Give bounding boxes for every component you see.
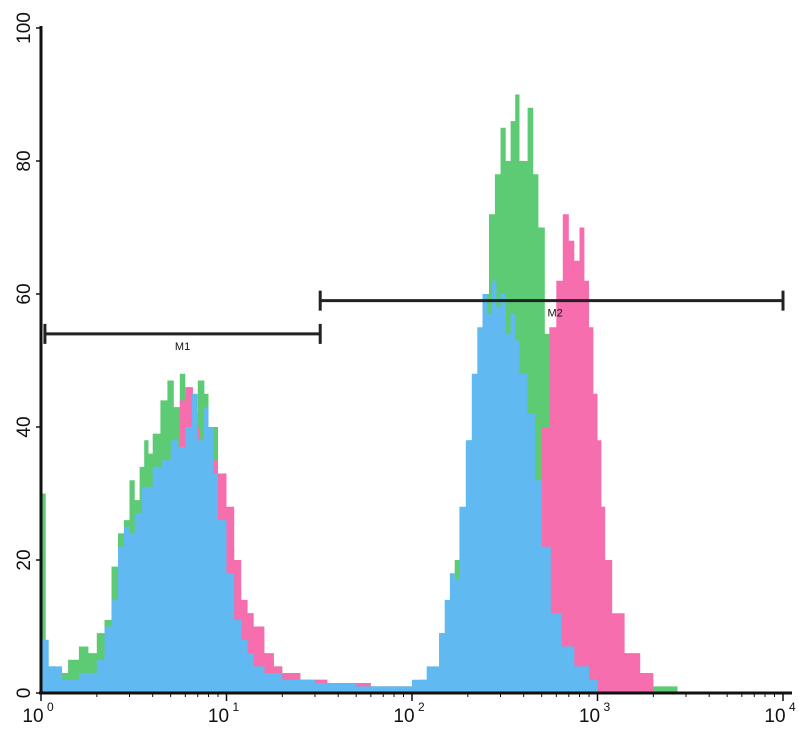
axis-layer bbox=[39, 26, 792, 695]
y-tick-label: 40 bbox=[14, 416, 35, 437]
x-tick-label: 10 bbox=[393, 706, 414, 727]
y-tick-label: 100 bbox=[14, 12, 35, 44]
x-tick-label: 10 bbox=[764, 706, 785, 727]
x-tick-exponent: 2 bbox=[418, 700, 425, 714]
y-tick-label: 20 bbox=[14, 549, 35, 570]
marker-label: M2 bbox=[547, 308, 562, 320]
x-tick-label: 10 bbox=[208, 706, 229, 727]
y-tick-label: 0 bbox=[14, 688, 35, 699]
series-3-area bbox=[41, 280, 598, 693]
series-layer bbox=[41, 94, 678, 693]
x-tick-label: 10 bbox=[579, 706, 600, 727]
x-tick-exponent: 4 bbox=[789, 700, 796, 714]
marker-layer: M1 M2 bbox=[43, 290, 785, 353]
marker-m1: M1 bbox=[43, 323, 322, 353]
marker-label: M1 bbox=[175, 341, 190, 353]
x-tick-label: 10 bbox=[22, 706, 43, 727]
x-tick-exponent: 0 bbox=[47, 700, 54, 714]
x-tick-exponent: 3 bbox=[604, 700, 611, 714]
y-tick-label: 80 bbox=[14, 150, 35, 171]
y-tick-label: 60 bbox=[14, 283, 35, 304]
x-tick-exponent: 1 bbox=[233, 700, 240, 714]
marker-m2: M2 bbox=[318, 290, 785, 320]
